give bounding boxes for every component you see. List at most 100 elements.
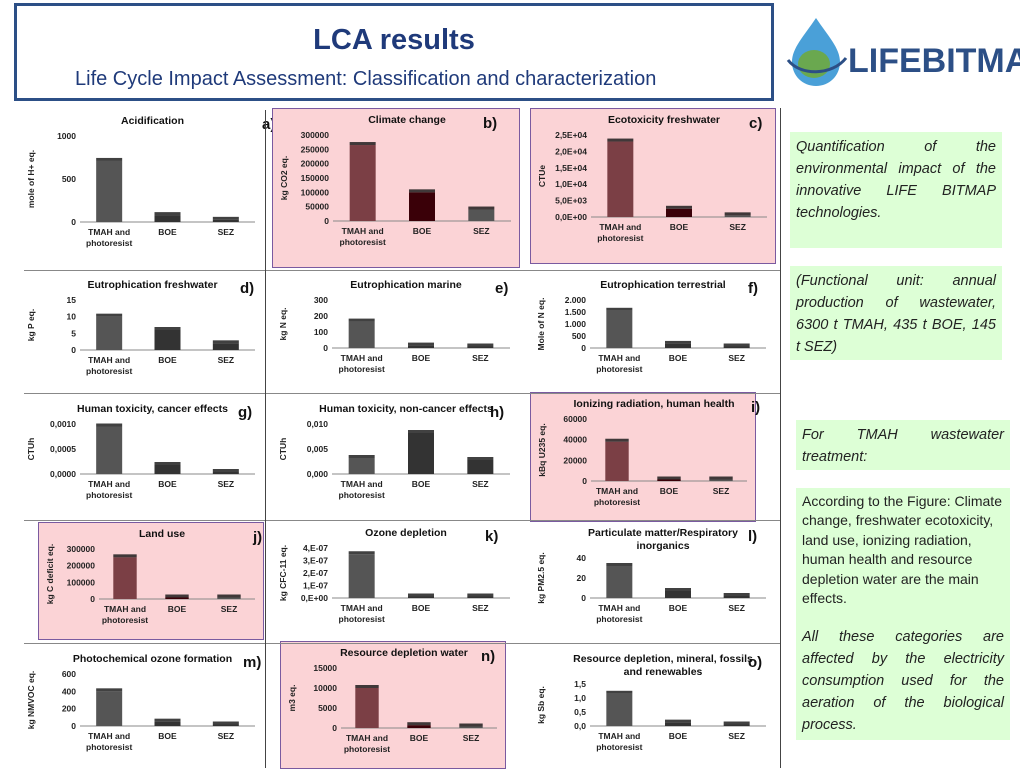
chart-bar-3 xyxy=(723,724,750,726)
chart-ytick: 15000 xyxy=(313,663,337,673)
chart-ylabel: kg P eq. xyxy=(26,309,36,341)
chart-xtick: BOE xyxy=(158,731,177,741)
chart-bar-1 xyxy=(96,160,123,222)
chart-bar-3 xyxy=(724,215,751,217)
row-divider xyxy=(24,393,780,394)
chart-panel-m: m) Photochemical ozone formation kg NMVOC … xyxy=(20,648,265,768)
chart-xtick: BOE xyxy=(158,479,177,489)
chart-title: Land use xyxy=(139,528,185,540)
page-title: LCA results xyxy=(313,24,475,56)
chart-ytick: 4,E-07 xyxy=(303,543,328,553)
chart-bar-2 xyxy=(657,479,681,481)
chart-svg: Human toxicity, non-cancer effects CTUh 0,… xyxy=(278,403,510,500)
chart-bar-2 xyxy=(154,215,181,222)
chart-ytick: 1,5E+04 xyxy=(555,163,587,173)
chart-bar-cap xyxy=(606,690,633,694)
chart-bar-cap xyxy=(212,469,239,472)
chart-bar-1 xyxy=(606,566,633,598)
chart-letter: m) xyxy=(243,654,262,671)
chart-bar-cap xyxy=(217,594,241,598)
chart-bar-cap xyxy=(407,722,431,726)
chart-xtick: BOE xyxy=(158,355,177,365)
chart-ytick: 0 xyxy=(323,343,328,353)
chart-ytick: 5,0E+03 xyxy=(555,196,587,206)
chart-xtick: TMAH and xyxy=(88,227,130,237)
chart-bar-cap xyxy=(96,688,123,692)
chart-title: Particulate matter/Respiratory xyxy=(588,527,738,539)
chart-ytick: 300000 xyxy=(67,544,96,554)
chart-ytick: 1,5 xyxy=(574,679,586,689)
chart-bar-3 xyxy=(709,479,733,481)
chart-svg: Human toxicity, cancer effects CTUh 0,0000… xyxy=(26,403,255,500)
chart-ytick: 0 xyxy=(71,345,76,355)
chart-letter: l) xyxy=(748,528,758,545)
chart-bar-cap xyxy=(349,142,376,146)
chart-ytick: 2.000 xyxy=(565,295,587,305)
chart-bar-cap xyxy=(154,462,181,465)
header-box: LCA results Life Cycle Impact Assessment… xyxy=(14,3,774,101)
chart-panel-o: o) Resource depletion, mineral, fossils an… xyxy=(530,648,776,768)
chart-bar-3 xyxy=(212,724,239,726)
chart-xtick: BOE xyxy=(412,603,431,613)
chart-xtick: BOE xyxy=(412,353,431,363)
chart-ytick: 20 xyxy=(577,573,587,583)
chart-xtick: SEZ xyxy=(218,731,235,741)
chart-xtick: photoresist xyxy=(597,233,643,243)
chart-ytick: 60000 xyxy=(563,414,587,424)
row-divider xyxy=(24,270,780,271)
note-all-these: All these categories are affected by the… xyxy=(796,626,1010,740)
chart-letter: f) xyxy=(748,280,758,297)
chart-xtick: BOE xyxy=(660,486,679,496)
chart-xtick: BOE xyxy=(158,227,177,237)
chart-bar-cap xyxy=(212,721,239,725)
chart-bar-cap xyxy=(96,313,123,317)
chart-bar-1 xyxy=(348,321,375,348)
chart-ytick: 2,E-07 xyxy=(303,568,328,578)
chart-bar-cap xyxy=(409,189,435,193)
row-divider xyxy=(24,643,780,644)
chart-bar-cap xyxy=(665,719,691,723)
chart-ytick: 500 xyxy=(572,331,586,341)
chart-title: Eutrophication marine xyxy=(350,279,462,291)
chart-panel-g: g) Human toxicity, cancer effects CTUh 0,00… xyxy=(20,398,265,516)
chart-svg: Particulate matter/Respiratoryinorganics… xyxy=(536,527,766,624)
chart-letter: e) xyxy=(495,280,509,297)
chart-bar-cap xyxy=(723,343,750,347)
chart-bar-2 xyxy=(666,208,692,217)
chart-ytick: 0,E+00 xyxy=(301,593,328,603)
chart-bar-cap xyxy=(96,157,123,161)
chart-bar-cap xyxy=(605,438,629,442)
chart-bar-2 xyxy=(165,597,189,599)
chart-xtick: SEZ xyxy=(728,353,745,363)
chart-svg: Resource depletion, mineral, fossilsand … xyxy=(536,653,766,752)
chart-bar-3 xyxy=(723,346,750,348)
chart-xtick: photoresist xyxy=(102,615,148,625)
chart-ytick: 200000 xyxy=(301,159,330,169)
chart-bar-2 xyxy=(409,192,435,221)
chart-xtick: photoresist xyxy=(339,614,385,624)
chart-ylabel: kg N eq. xyxy=(278,307,288,340)
chart-bar-2 xyxy=(154,721,181,726)
chart-xtick: photoresist xyxy=(339,490,385,500)
chart-ytick: 1.000 xyxy=(565,319,587,329)
chart-ytick: 40000 xyxy=(563,435,587,445)
chart-bar-cap xyxy=(467,457,494,460)
chart-bar-cap xyxy=(459,723,483,727)
chart-xtick: photoresist xyxy=(86,742,132,752)
chart-bar-2 xyxy=(665,591,691,598)
chart-xtick: photoresist xyxy=(340,237,386,247)
chart-bar-1 xyxy=(606,310,633,348)
chart-bar-cap xyxy=(665,588,691,591)
chart-bar-1 xyxy=(348,458,375,474)
chart-ytick: 300 xyxy=(314,295,328,305)
chart-title: Resource depletion, mineral, fossils xyxy=(573,653,753,665)
chart-bar-cap xyxy=(408,342,434,346)
chart-ytick: 1.500 xyxy=(565,307,587,317)
chart-xtick: TMAH and xyxy=(88,731,130,741)
chart-panel-h: h) Human toxicity, non-cancer effects CTUh… xyxy=(272,398,520,516)
chart-bar-cap xyxy=(723,721,750,725)
chart-letter: j) xyxy=(253,529,263,546)
chart-letter: n) xyxy=(481,648,496,665)
chart-bar-cap xyxy=(665,340,691,344)
chart-ytick: 20000 xyxy=(563,455,587,465)
